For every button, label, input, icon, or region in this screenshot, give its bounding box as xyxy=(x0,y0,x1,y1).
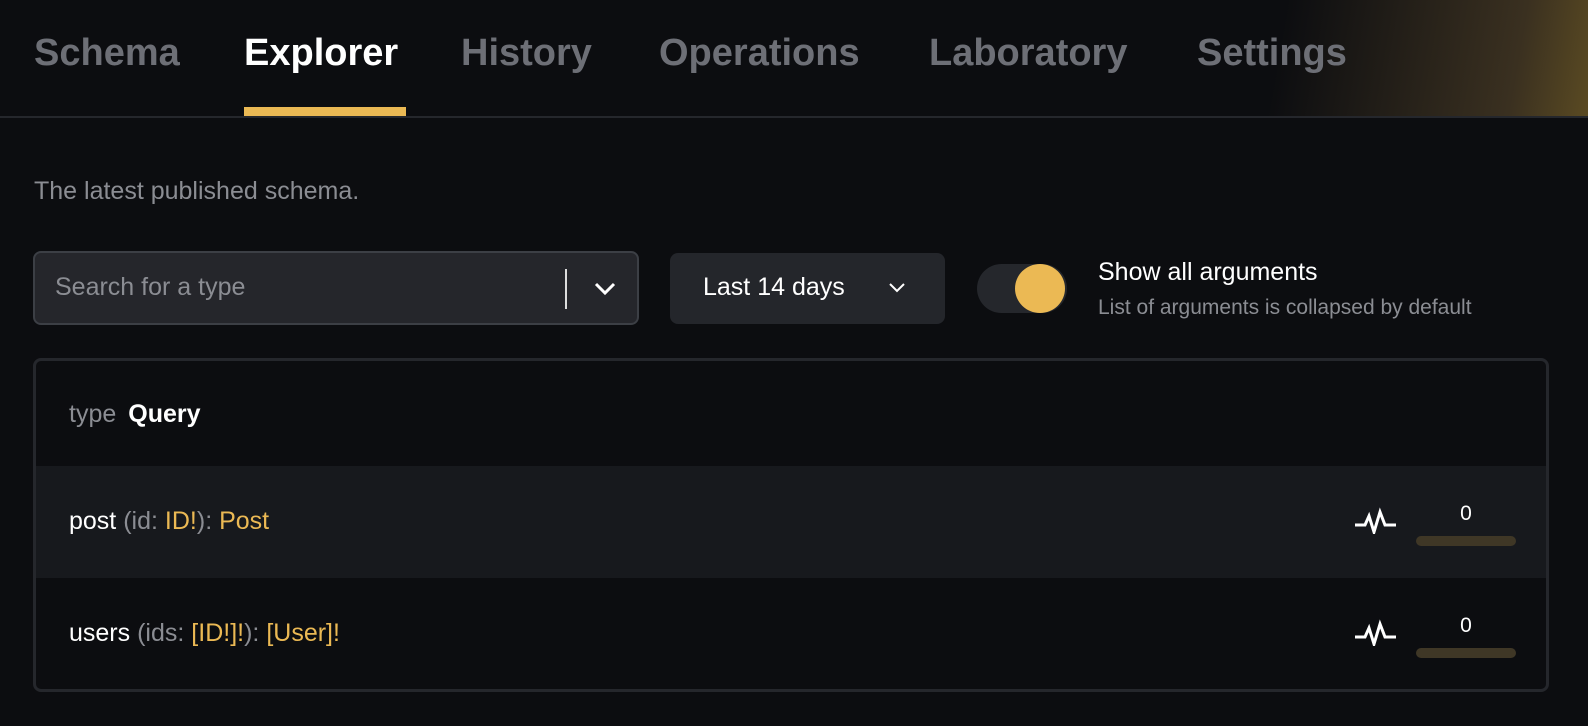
arg-type[interactable]: ID! xyxy=(164,507,197,535)
field-name[interactable]: users xyxy=(69,619,131,647)
type-name: Query xyxy=(128,400,201,428)
show-arguments-toggle[interactable] xyxy=(977,264,1067,313)
active-tab-indicator xyxy=(244,107,406,116)
field-name[interactable]: post xyxy=(69,507,117,535)
page-description: The latest published schema. xyxy=(34,177,360,205)
type-panel: type Query post (id: ID!): Post 0 users (… xyxy=(33,358,1549,692)
usage-bar xyxy=(1416,536,1516,546)
period-select[interactable]: Last 14 days xyxy=(670,253,945,324)
tab-explorer[interactable]: Explorer xyxy=(244,32,399,74)
period-label: Last 14 days xyxy=(703,273,845,301)
search-input[interactable] xyxy=(55,273,555,302)
tab-history[interactable]: History xyxy=(461,32,592,74)
type-keyword: type xyxy=(69,400,117,428)
tab-schema[interactable]: Schema xyxy=(34,32,180,74)
divider xyxy=(565,269,567,309)
return-type[interactable]: [User]! xyxy=(266,619,340,647)
activity-icon xyxy=(1355,619,1396,646)
top-nav: Schema Explorer History Operations Labor… xyxy=(0,0,1588,118)
toggle-knob xyxy=(1015,264,1065,313)
field-row: users (ids: [ID!]!): [User]! 0 xyxy=(36,578,1546,689)
usage-count: 0 xyxy=(1460,614,1472,637)
tab-settings[interactable]: Settings xyxy=(1197,32,1347,74)
tab-operations[interactable]: Operations xyxy=(659,32,860,74)
field-row: post (id: ID!): Post 0 xyxy=(36,466,1546,578)
chevron-down-icon[interactable] xyxy=(590,273,620,303)
type-header: type Query xyxy=(36,361,1546,466)
activity-icon xyxy=(1355,507,1396,534)
usage-bar xyxy=(1416,648,1516,658)
return-type[interactable]: Post xyxy=(219,507,270,535)
arg-name: id xyxy=(131,507,152,535)
usage-count: 0 xyxy=(1460,502,1472,525)
toggle-hint: List of arguments is collapsed by defaul… xyxy=(1098,296,1472,319)
type-search[interactable] xyxy=(33,251,639,325)
arg-name: ids xyxy=(145,619,178,647)
toggle-label: Show all arguments xyxy=(1098,258,1318,286)
tab-laboratory[interactable]: Laboratory xyxy=(929,32,1128,74)
arg-type[interactable]: [ID!]! xyxy=(191,619,245,647)
chevron-down-icon xyxy=(889,283,905,293)
